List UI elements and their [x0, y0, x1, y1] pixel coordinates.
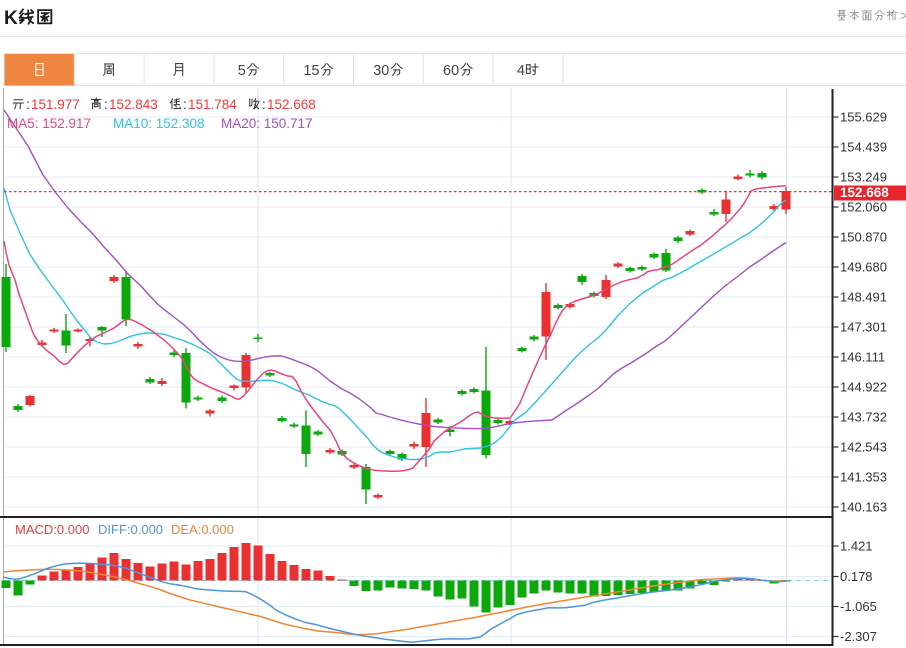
svg-text::: : [104, 97, 108, 112]
svg-text:149.680: 149.680 [840, 260, 887, 275]
svg-text:154.439: 154.439 [840, 140, 887, 155]
svg-text:15: 15 [303, 63, 319, 79]
svg-text:152.668: 152.668 [840, 185, 889, 200]
svg-text:-2.307: -2.307 [840, 629, 877, 644]
svg-text:MA10: 152.308: MA10: 152.308 [113, 116, 205, 131]
svg-text:152.060: 152.060 [840, 200, 887, 215]
svg-text:151.784: 151.784 [188, 97, 237, 112]
svg-text:-1.065: -1.065 [840, 599, 877, 614]
svg-text:4: 4 [517, 63, 525, 79]
svg-text:>: > [900, 8, 906, 23]
svg-text:5: 5 [238, 63, 246, 79]
svg-text:143.732: 143.732 [840, 410, 887, 425]
svg-text::: : [183, 97, 187, 112]
svg-text:152.843: 152.843 [109, 97, 158, 112]
svg-text:141.353: 141.353 [840, 470, 887, 485]
svg-text:144.922: 144.922 [840, 380, 887, 395]
svg-text:153.249: 153.249 [840, 170, 887, 185]
svg-text:60: 60 [443, 63, 459, 79]
svg-text:147.301: 147.301 [840, 320, 887, 335]
svg-text:142.543: 142.543 [840, 440, 887, 455]
svg-text:MACD:0.000: MACD:0.000 [15, 522, 89, 537]
svg-text:K: K [4, 8, 18, 29]
svg-text:140.163: 140.163 [840, 500, 887, 515]
svg-text:DEA:0.000: DEA:0.000 [171, 522, 234, 537]
svg-text:DIFF:0.000: DIFF:0.000 [98, 522, 163, 537]
svg-text:MA20: 150.717: MA20: 150.717 [221, 116, 313, 131]
svg-text:150.870: 150.870 [840, 230, 887, 245]
svg-text:155.629: 155.629 [840, 110, 887, 125]
svg-text:0.178: 0.178 [840, 569, 873, 584]
svg-text:151.977: 151.977 [31, 97, 80, 112]
svg-text:MA5: 152.917: MA5: 152.917 [7, 116, 91, 131]
svg-text::: : [26, 97, 30, 112]
svg-text::: : [262, 97, 266, 112]
svg-text:146.111: 146.111 [840, 350, 885, 365]
svg-text:30: 30 [373, 63, 389, 79]
svg-text:148.491: 148.491 [840, 290, 887, 305]
svg-text:152.668: 152.668 [267, 97, 316, 112]
svg-text:1.421: 1.421 [840, 539, 873, 554]
